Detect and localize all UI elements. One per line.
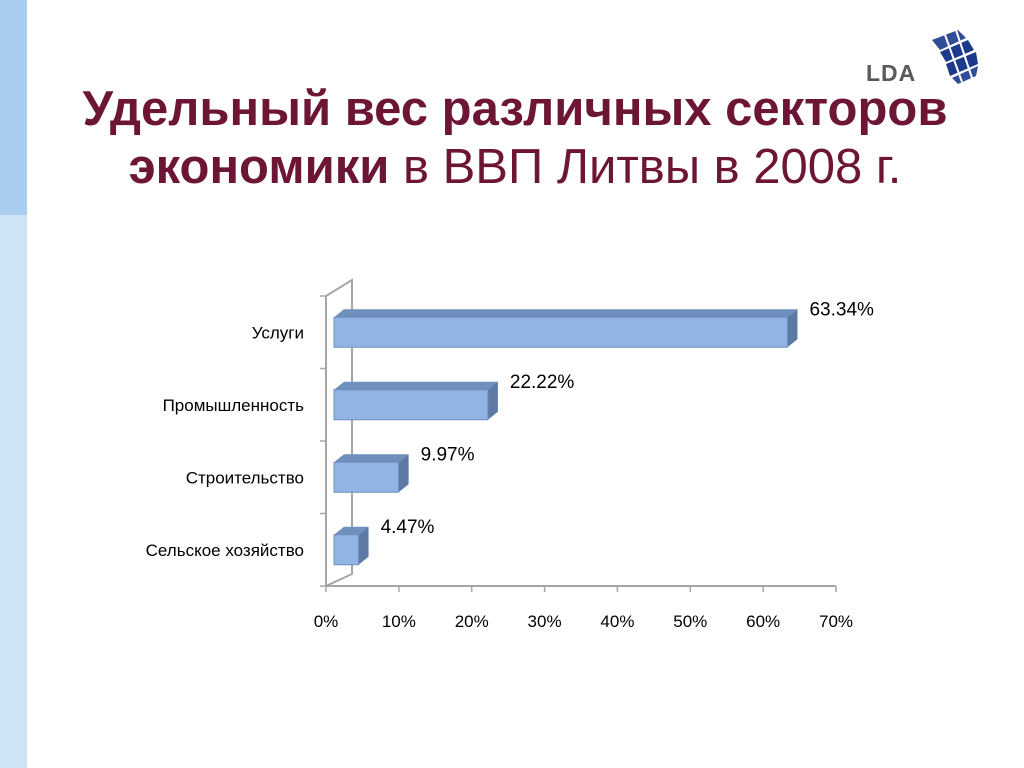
x-tick-label: 0% — [314, 612, 339, 631]
category-label: Промышленность — [163, 396, 305, 415]
data-label: 4.47% — [381, 517, 435, 538]
title-line2-bold: экономики — [128, 140, 390, 194]
title-line1: Удельный вес различных секторов — [82, 82, 948, 136]
bar-side — [787, 309, 798, 348]
side-strip-accent — [0, 0, 27, 215]
data-label: 63.34% — [809, 299, 874, 320]
bar-top — [334, 526, 369, 535]
data-label: 9.97% — [421, 444, 475, 465]
logo: LDA — [866, 28, 986, 88]
category-label: Услуги — [252, 323, 304, 342]
logo-text: LDA — [866, 60, 917, 86]
page-title: Удельный вес различных секторов экономик… — [40, 80, 990, 196]
x-tick-label: 70% — [819, 612, 853, 631]
category-label: Строительство — [186, 468, 304, 487]
x-tick-label: 20% — [455, 612, 489, 631]
category-label: Сельское хозяйство — [146, 541, 304, 560]
globe-grid-icon — [932, 29, 978, 84]
bar — [333, 534, 360, 566]
bar — [333, 389, 489, 421]
bar-side — [358, 526, 369, 565]
bar-top — [334, 454, 409, 463]
bar-side — [487, 381, 498, 420]
title-line2-normal: в ВВП Литвы в 2008 г. — [389, 140, 902, 194]
bar-top — [334, 381, 498, 390]
bar-side — [398, 454, 409, 493]
x-tick-label: 40% — [600, 612, 634, 631]
x-tick-label: 60% — [746, 612, 780, 631]
data-label: 22.22% — [510, 372, 575, 393]
chart-wall — [325, 278, 353, 587]
x-tick-label: 10% — [382, 612, 416, 631]
x-tick-label: 50% — [673, 612, 707, 631]
bar-top — [334, 309, 798, 318]
x-tick-label: 30% — [528, 612, 562, 631]
bar — [333, 461, 400, 493]
bar — [333, 316, 788, 348]
